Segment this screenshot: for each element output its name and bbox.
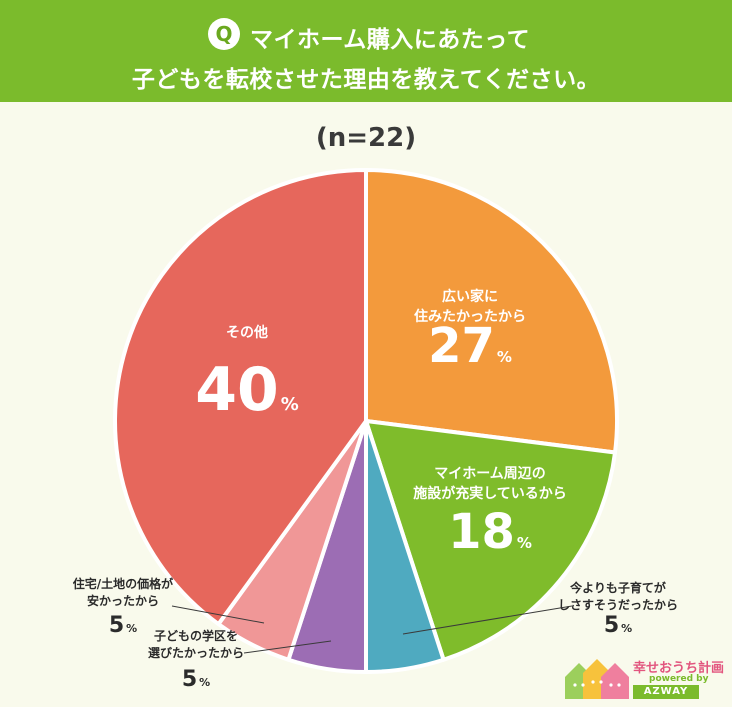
question-text-line1: マイホーム購入にあたって — [250, 27, 531, 53]
logo-name: 幸せおうち計画 — [633, 661, 725, 676]
slice-label-2-line-2: 施設が充実しているから — [413, 485, 567, 502]
logo-powered-by: powered by — [649, 674, 709, 684]
slice-label-5-line-1: 住宅/土地の価格が — [73, 576, 173, 591]
slice-label-1-line-2: 住みたかったから — [414, 308, 526, 325]
slice-label-1-line-1: 広い家に — [442, 288, 498, 305]
slice-label-4-line-1: 子どもの学区を — [154, 628, 238, 643]
slice-label-5-line-2: 安かったから — [87, 593, 159, 608]
logo-brand: AZWAY — [633, 685, 699, 699]
slice-label-2-line-1: マイホーム周辺の — [434, 465, 546, 482]
leader-line-4 — [243, 640, 332, 654]
question-badge: Q — [208, 18, 240, 50]
slice-label-3-line-2: しさすそうだったから — [558, 598, 678, 612]
logo: 幸せおうち計画 powered by AZWAY — [563, 655, 725, 700]
slice-value-4: 5% — [182, 667, 210, 692]
slice-value-5: 5% — [109, 613, 137, 638]
slice-value-6: 40% — [195, 355, 299, 425]
leader-line-3 — [402, 605, 573, 635]
pie-slice-1 — [364, 168, 619, 455]
slice-label-3-line-1: 今よりも子育てが — [569, 580, 666, 595]
slice-value-2: 18% — [448, 504, 532, 560]
slice-label-6-line-1: その他 — [226, 324, 268, 341]
pie-slice-6 — [113, 168, 368, 627]
sample-size-label: (n=22) — [315, 123, 417, 153]
leader-line-5 — [171, 605, 265, 624]
question-text-line2: 子どもを転校させた理由を教えてください。 — [131, 67, 601, 93]
pie-slice-2 — [364, 419, 618, 662]
slice-value-1: 27% — [428, 318, 512, 374]
slice-value-3: 5% — [604, 613, 632, 638]
question-header: Q マイホーム購入にあたって 子どもを転校させた理由を教えてください。 — [0, 0, 732, 102]
house-logo-icon — [565, 659, 629, 699]
slice-label-4-line-2: 選びたかったから — [148, 645, 244, 660]
